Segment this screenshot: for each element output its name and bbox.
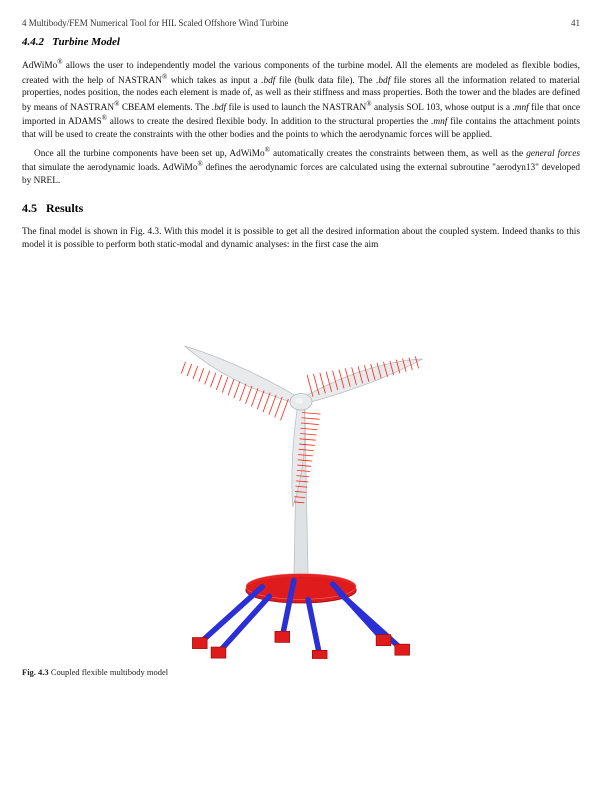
sec-number: 4.5 <box>22 201 37 215</box>
chapter-label: 4 Multibody/FEM Numerical Tool for HIL S… <box>22 18 288 28</box>
figure-caption-text: Coupled flexible multibody model <box>49 667 168 677</box>
running-head: 4 Multibody/FEM Numerical Tool for HIL S… <box>22 18 580 28</box>
p-442-2: Once all the turbine components have bee… <box>22 146 580 188</box>
sec-title: Turbine Model <box>52 36 120 48</box>
p-442-1: AdWiMo® allows the user to independently… <box>22 58 580 142</box>
p-45-1: The final model is shown in Fig. 4.3. Wi… <box>22 226 580 251</box>
figure-caption: Fig. 4.3 Coupled flexible multibody mode… <box>22 667 580 677</box>
page-number: 41 <box>571 18 580 28</box>
figure-number: Fig. 4.3 <box>22 667 49 677</box>
figure-4-3 <box>116 264 486 659</box>
sec-4-4-2-head: 4.4.2 Turbine Model <box>22 36 580 48</box>
sec-number: 4.4.2 <box>22 36 44 48</box>
sec-4-5-head: 4.5 Results <box>22 201 580 216</box>
sec-title: Results <box>46 201 83 215</box>
